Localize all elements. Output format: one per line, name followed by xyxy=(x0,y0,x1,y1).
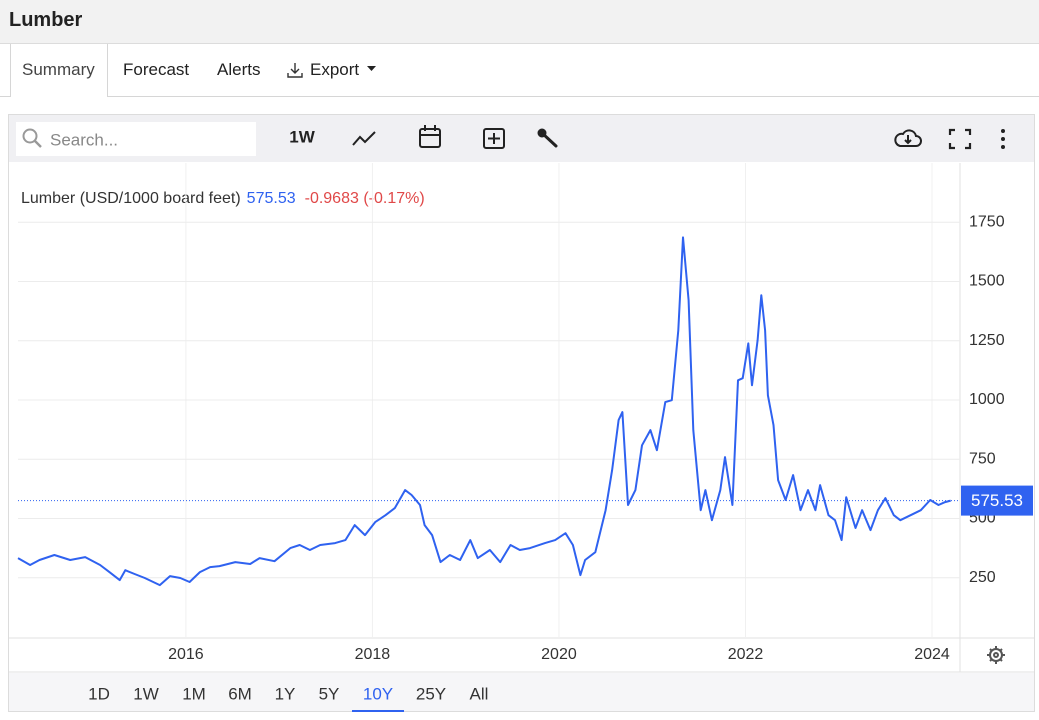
gear-icon[interactable] xyxy=(987,646,1005,664)
search-icon xyxy=(34,140,42,148)
tab[interactable]: Summary xyxy=(10,44,108,97)
search-box[interactable] xyxy=(16,122,256,156)
header: Lumber xyxy=(0,0,1039,44)
y-tick-label: 500 xyxy=(969,510,996,527)
last-value-label: 575.53 xyxy=(971,491,1023,510)
plot-area xyxy=(17,163,960,637)
download-icon[interactable] xyxy=(894,129,922,147)
settings-wrench-icon[interactable] xyxy=(537,128,558,148)
range-button[interactable]: 6M xyxy=(228,684,252,703)
calendar-icon[interactable] xyxy=(419,125,441,148)
x-tick-label: 2024 xyxy=(914,646,950,663)
y-tick-label: 1000 xyxy=(969,391,1005,408)
y-tick-label: 1250 xyxy=(969,332,1005,349)
tab-bar: Summary Forecast Alerts Export xyxy=(0,44,1039,97)
x-tick-label: 2018 xyxy=(355,646,391,663)
y-tick-label: 250 xyxy=(969,569,996,586)
interval-button[interactable]: 1W xyxy=(289,127,315,146)
tab[interactable]: Forecast xyxy=(123,60,190,79)
price-line xyxy=(17,236,951,587)
range-button[interactable]: 5Y xyxy=(319,684,340,703)
x-tick-label: 2022 xyxy=(728,646,764,663)
more-icon[interactable] xyxy=(1001,129,1005,149)
page-title: Lumber xyxy=(9,9,83,31)
x-tick-label: 2016 xyxy=(168,646,204,663)
tab[interactable]: Alerts xyxy=(217,60,261,79)
range-button[interactable]: 25Y xyxy=(416,684,446,703)
tab[interactable]: Export xyxy=(310,60,360,79)
legend-title: Lumber (USD/1000 board feet) xyxy=(21,190,241,207)
legend-last-value: 575.53 xyxy=(247,190,296,207)
chart-type-icon[interactable] xyxy=(352,131,376,146)
range-bar xyxy=(9,673,1034,711)
fullscreen-icon[interactable] xyxy=(948,128,972,150)
indicator-icon[interactable] xyxy=(483,128,505,149)
search-icon xyxy=(22,128,38,144)
search-placeholder: Search... xyxy=(50,130,118,149)
range-button[interactable]: 1W xyxy=(133,684,159,703)
legend-change: -0.9683 (-0.17%) xyxy=(305,190,425,207)
export-icon xyxy=(287,63,303,78)
y-tick-label: 750 xyxy=(969,450,996,467)
y-tick-label: 1500 xyxy=(969,273,1005,290)
range-button[interactable]: 10Y xyxy=(363,684,393,703)
toolbar xyxy=(9,115,1034,162)
panel-frame xyxy=(8,114,1035,712)
range-button[interactable]: All xyxy=(470,684,489,703)
last-value-box xyxy=(961,485,1033,516)
caret-icon xyxy=(367,66,376,71)
range-button[interactable]: 1Y xyxy=(275,684,296,703)
range-button[interactable]: 1M xyxy=(182,684,206,703)
y-tick-label: 1750 xyxy=(969,213,1005,230)
x-tick-label: 2020 xyxy=(541,646,577,663)
range-button[interactable]: 1D xyxy=(88,684,110,703)
